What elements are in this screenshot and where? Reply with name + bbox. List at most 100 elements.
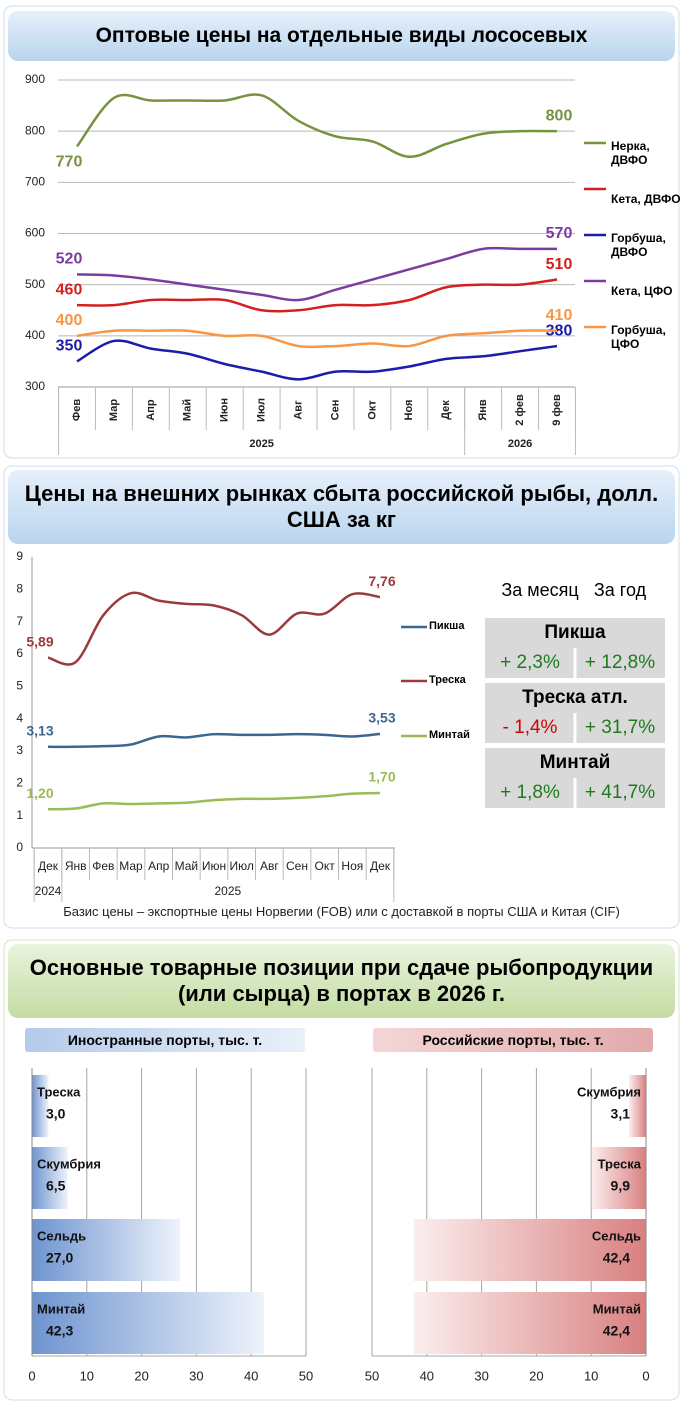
category-label: Скумбрия: [37, 1156, 101, 1171]
series-line: [76, 246, 557, 302]
y-tick-label: 6: [16, 646, 23, 660]
series-line: [75, 93, 558, 159]
legend-entry: Треска: [429, 674, 466, 687]
series-line: [76, 339, 558, 381]
legend-entry: Кета, ДВФО: [611, 191, 681, 206]
panel: [3, 5, 680, 459]
bar: [413, 1219, 646, 1281]
x-tick-label: Авг: [260, 859, 279, 873]
data-label: 770: [56, 154, 83, 171]
y-tick-label: 600: [25, 226, 45, 240]
x-tick-label: 10: [80, 1368, 94, 1383]
data-label: 1,20: [26, 785, 53, 801]
chart-title: Оптовые цены на отдельные виды лососевых: [95, 24, 588, 48]
x-tick-label: Май: [175, 859, 199, 873]
data-label: 460: [56, 281, 83, 298]
category-label: Треска: [37, 1084, 81, 1099]
y-tick-label: 2: [16, 776, 23, 790]
x-tick-label: 2 фев: [514, 394, 526, 426]
x-tick-label: Янв: [477, 399, 489, 421]
legend-entry: Минтай: [429, 729, 470, 742]
group-label: 2026: [508, 438, 532, 450]
category-label: Сельдь: [592, 1228, 641, 1243]
bar: [32, 1219, 180, 1281]
x-tick-label: 0: [28, 1368, 35, 1383]
change-value: + 41,7%: [584, 781, 656, 803]
x-tick-label: Окт: [315, 859, 336, 873]
change-value: + 2,3%: [500, 651, 560, 673]
subtitle-band: [25, 1028, 305, 1052]
x-tick-label: Апр: [148, 859, 170, 873]
x-tick-label: Дек: [370, 859, 391, 873]
row-name: Пикша: [544, 621, 606, 643]
y-tick-label: 5: [16, 679, 23, 693]
change-value: - 1,4%: [502, 716, 558, 738]
data-label: 3,0: [46, 1106, 66, 1122]
data-label: 42,4: [603, 1250, 630, 1266]
data-label: 7,76: [368, 573, 395, 589]
data-label: 410: [546, 307, 573, 324]
x-tick-label: Июн: [219, 398, 231, 422]
x-tick-label: Янв: [65, 859, 87, 873]
footnote: Базис цены – экспортные цены Норвегии (F…: [63, 904, 620, 920]
change-value: + 31,7%: [584, 716, 656, 738]
x-tick-label: Сен: [286, 859, 308, 873]
x-tick-label: 40: [420, 1368, 434, 1383]
data-label: 27,0: [46, 1250, 73, 1266]
x-tick-label: Фев: [71, 399, 83, 422]
x-tick-label: 50: [365, 1368, 379, 1383]
chart-subtitle: Иностранные порты, тыс. т.: [67, 1031, 263, 1048]
legend-entry: Кета, ЦФО: [611, 283, 673, 298]
panel: [3, 465, 680, 929]
x-tick-label: 30: [189, 1368, 203, 1383]
y-tick-label: 700: [25, 175, 45, 189]
x-tick-label: Авг: [292, 400, 304, 420]
group-label: 2025: [214, 884, 241, 898]
y-tick-label: 7: [16, 614, 23, 628]
bar: [413, 1292, 646, 1354]
x-tick-label: 20: [134, 1368, 148, 1383]
x-tick-label: Ноя: [403, 400, 415, 421]
y-tick-label: 0: [16, 840, 23, 854]
bar: [32, 1075, 49, 1137]
y-tick-label: 4: [16, 711, 23, 725]
category-label: Треска: [598, 1156, 642, 1171]
category-label: Минтай: [37, 1301, 85, 1316]
change-value: + 12,8%: [584, 651, 656, 673]
data-label: 5,89: [26, 633, 53, 649]
group-label: 2024: [35, 884, 62, 898]
x-tick-label: 20: [529, 1368, 543, 1383]
x-tick-label: 10: [584, 1368, 598, 1383]
x-tick-label: Мар: [119, 859, 143, 873]
x-tick-label: Сен: [329, 400, 341, 421]
y-tick-label: 300: [25, 379, 45, 393]
data-label: 3,53: [368, 710, 395, 726]
legend-entry: Горбуша, ДВФО: [611, 230, 666, 259]
data-label: 3,1: [611, 1106, 631, 1122]
data-label: 510: [546, 256, 573, 273]
series-line: [47, 591, 381, 666]
x-tick-label: 40: [244, 1368, 258, 1383]
data-label: 570: [546, 225, 573, 242]
data-label: 400: [56, 312, 83, 329]
subtitle-band: [373, 1028, 653, 1052]
y-tick-label: 400: [25, 328, 45, 342]
column-header: За год: [593, 580, 647, 601]
bar: [32, 1147, 68, 1209]
chart-subtitle: Российские порты, тыс. т.: [422, 1031, 604, 1048]
x-tick-label: Июл: [229, 859, 253, 873]
series-line: [76, 329, 558, 349]
row-name: Минтай: [539, 751, 611, 773]
x-tick-label: Июн: [202, 859, 226, 873]
data-label: 9,9: [611, 1178, 631, 1194]
x-tick-label: 50: [299, 1368, 313, 1383]
bar: [629, 1075, 646, 1137]
x-tick-label: Окт: [366, 400, 378, 420]
category-label: Скумбрия: [577, 1084, 641, 1099]
data-label: 380: [546, 322, 573, 339]
title-band: [8, 944, 675, 1018]
legend-entry: Горбуша, ЦФО: [611, 322, 666, 351]
x-tick-label: 30: [474, 1368, 488, 1383]
